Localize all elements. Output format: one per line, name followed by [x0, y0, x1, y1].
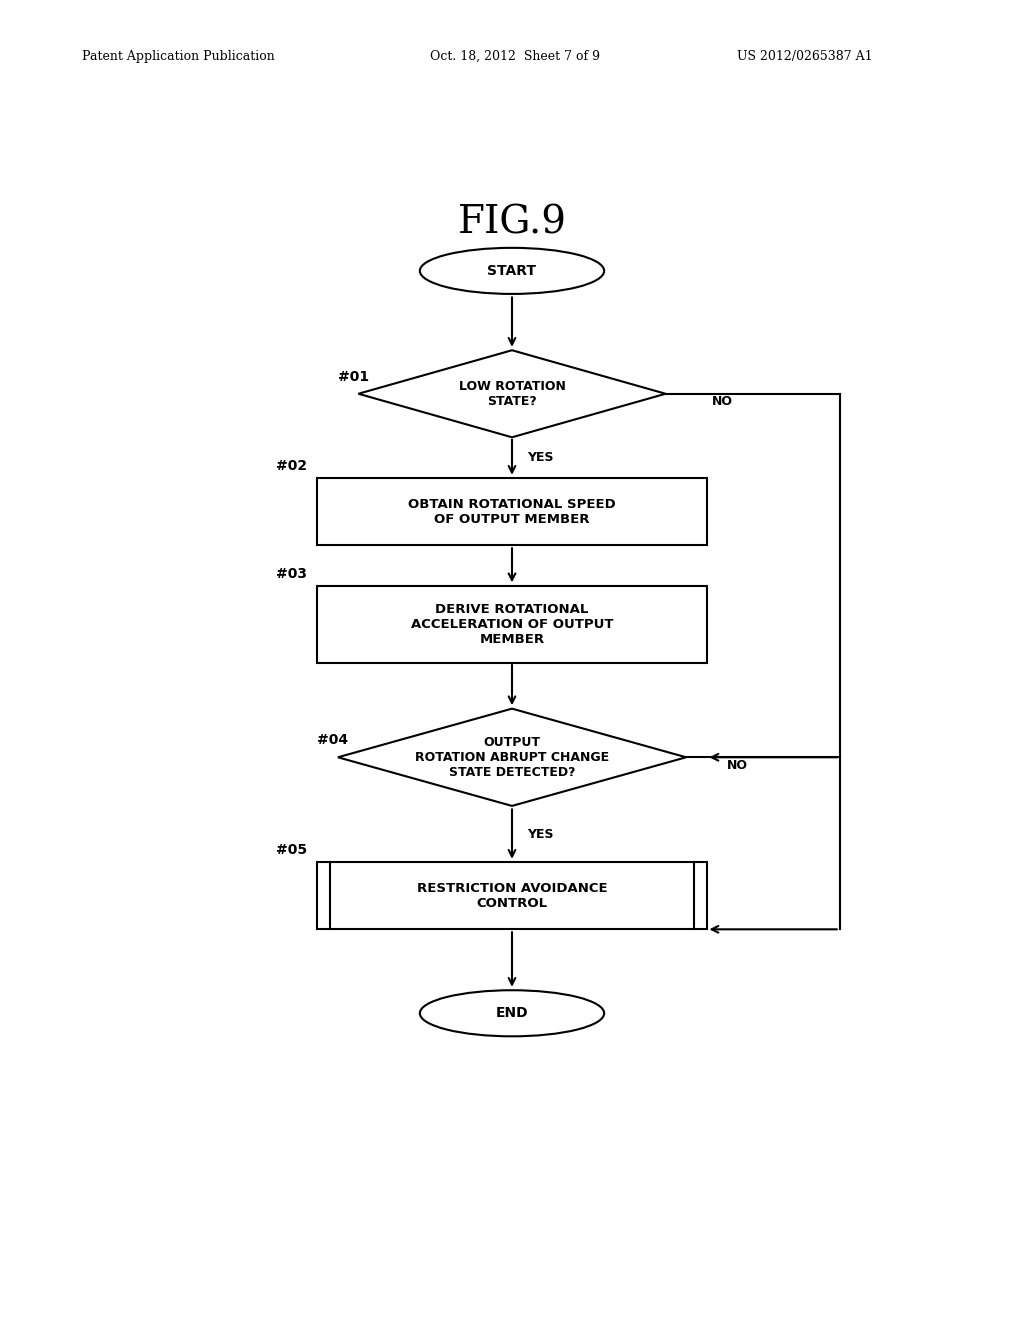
Text: #01: #01 [338, 370, 369, 384]
Text: DERIVE ROTATIONAL
ACCELERATION OF OUTPUT
MEMBER: DERIVE ROTATIONAL ACCELERATION OF OUTPUT… [411, 603, 613, 645]
Text: LOW ROTATION
STATE?: LOW ROTATION STATE? [459, 380, 565, 408]
Text: OUTPUT
ROTATION ABRUPT CHANGE
STATE DETECTED?: OUTPUT ROTATION ABRUPT CHANGE STATE DETE… [415, 735, 609, 779]
Text: Oct. 18, 2012  Sheet 7 of 9: Oct. 18, 2012 Sheet 7 of 9 [430, 50, 600, 63]
Text: YES: YES [527, 828, 554, 841]
Text: Patent Application Publication: Patent Application Publication [82, 50, 274, 63]
Text: US 2012/0265387 A1: US 2012/0265387 A1 [737, 50, 872, 63]
Text: #04: #04 [317, 733, 348, 747]
Text: #05: #05 [276, 843, 307, 857]
Text: END: END [496, 1006, 528, 1020]
Text: START: START [487, 264, 537, 279]
Text: NO: NO [712, 396, 733, 408]
Text: RESTRICTION AVOIDANCE
CONTROL: RESTRICTION AVOIDANCE CONTROL [417, 882, 607, 909]
Text: YES: YES [527, 450, 554, 463]
Text: OBTAIN ROTATIONAL SPEED
OF OUTPUT MEMBER: OBTAIN ROTATIONAL SPEED OF OUTPUT MEMBER [409, 498, 615, 525]
Text: #03: #03 [276, 566, 307, 581]
Text: #02: #02 [276, 459, 307, 473]
Text: FIG.9: FIG.9 [458, 205, 566, 242]
Text: NO: NO [727, 759, 749, 772]
